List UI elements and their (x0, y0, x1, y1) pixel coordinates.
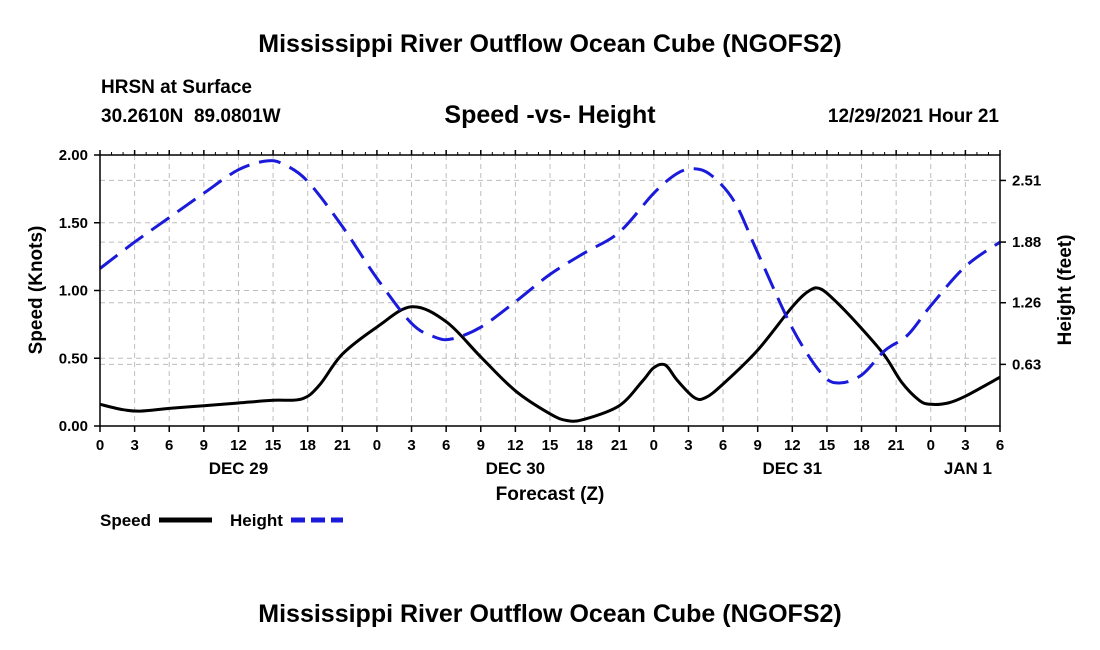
y-axis-title: Speed (Knots) (26, 226, 47, 355)
x-tick-label: 12 (507, 437, 524, 454)
x-tick-label: 6 (996, 437, 1004, 454)
legend: Speed Height (100, 511, 343, 530)
x-tick-label: 21 (334, 437, 351, 454)
y2-axis-title: Height (feet) (1055, 235, 1076, 346)
x-tick-label: 3 (130, 437, 138, 454)
x-tick-label: 18 (576, 437, 593, 454)
x-tick-label: 6 (442, 437, 450, 454)
footer-title: Mississippi River Outflow Ocean Cube (NG… (258, 600, 842, 628)
x-tick-label: 15 (819, 437, 836, 454)
x-axis-title: Forecast (Z) (496, 484, 605, 505)
x-tick-label: 18 (853, 437, 870, 454)
y-tick-label: 0.00 (59, 418, 88, 435)
station-coordinates: 30.2610N 89.0801W (101, 106, 281, 127)
series-line-height (99, 159, 1001, 385)
date-label: JAN 1 (944, 459, 992, 478)
x-tick-label: 21 (611, 437, 628, 454)
y-tick-label: 1.50 (59, 215, 88, 232)
x-tick-label: 0 (96, 437, 104, 454)
x-tick-label: 12 (784, 437, 801, 454)
x-tick-label: 18 (299, 437, 316, 454)
legend-height-label: Height (230, 511, 283, 530)
axes: 0 3 6 9 12 15 18 21 0 3 6 9 12 15 18 21 0 3 6 9 12 15 18 21 0 3 6 D… (59, 147, 1041, 478)
x-tick-label: 3 (684, 437, 692, 454)
chart-subtitle: Speed -vs- Height (444, 101, 656, 129)
chart-title: Mississippi River Outflow Ocean Cube (NG… (258, 30, 842, 58)
station-label: HRSN at Surface (101, 77, 252, 98)
y2-tick-label: 0.63 (1012, 356, 1041, 373)
x-tick-label: 6 (165, 437, 173, 454)
y-tick-label: 1.00 (59, 283, 88, 300)
x-tick-label: 9 (477, 437, 485, 454)
x-tick-label: 9 (200, 437, 208, 454)
y-tick-label: 2.00 (59, 147, 88, 164)
x-tick-label: 21 (888, 437, 905, 454)
grid-lines (100, 155, 1000, 426)
x-tick-label: 6 (719, 437, 727, 454)
y2-tick-label: 1.88 (1012, 234, 1041, 251)
series-layer (99, 159, 1001, 423)
x-tick-label: 3 (961, 437, 969, 454)
y2-tick-label: 2.51 (1012, 172, 1041, 189)
x-tick-label: 12 (230, 437, 247, 454)
forecast-datetime: 12/29/2021 Hour 21 (827, 106, 999, 127)
x-tick-label: 0 (927, 437, 935, 454)
x-tick-label: 15 (265, 437, 282, 454)
series-line-speed (99, 286, 1001, 423)
y2-tick-label: 1.26 (1012, 295, 1041, 312)
date-label: DEC 29 (209, 459, 269, 478)
x-tick-label: 0 (373, 437, 381, 454)
y-tick-label: 0.50 (59, 350, 88, 367)
date-label: DEC 31 (763, 459, 823, 478)
legend-speed-label: Speed (100, 511, 151, 530)
x-tick-label: 9 (754, 437, 762, 454)
x-tick-label: 3 (407, 437, 415, 454)
x-tick-label: 0 (650, 437, 658, 454)
x-tick-label: 15 (542, 437, 559, 454)
date-label: DEC 30 (486, 459, 546, 478)
